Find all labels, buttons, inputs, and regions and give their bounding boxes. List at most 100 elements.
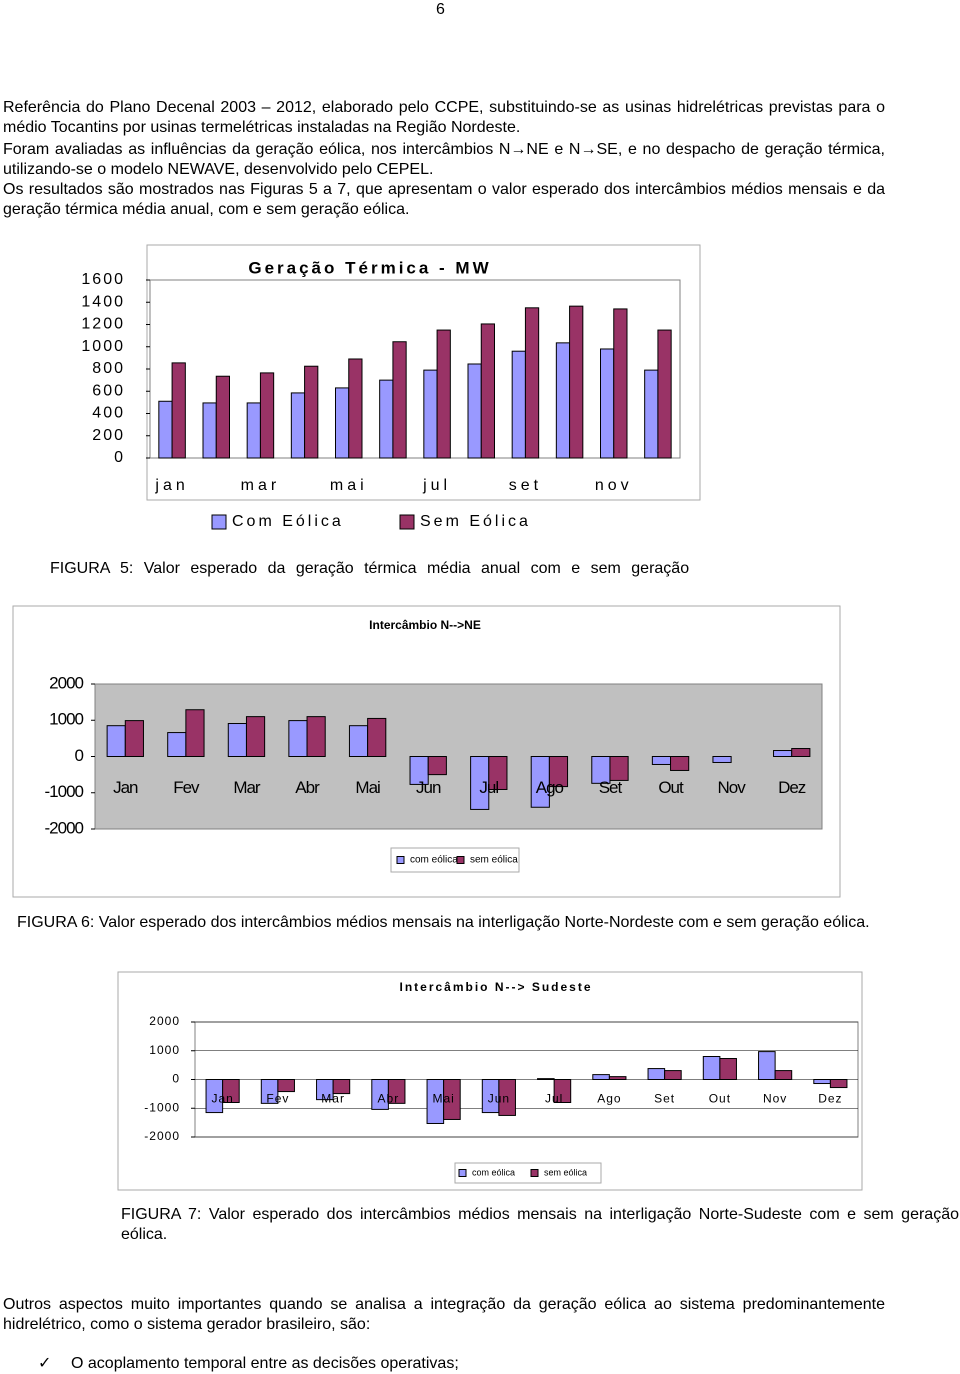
bar bbox=[480, 323, 495, 459]
x-tick-label: mai bbox=[330, 477, 368, 494]
legend-label: com eólica bbox=[472, 1167, 515, 1177]
chart-frame bbox=[117, 971, 863, 1191]
y-tick-label: 2000 bbox=[149, 1014, 180, 1028]
legend-label: sem eólica bbox=[544, 1167, 587, 1177]
x-tick-label: Abr bbox=[295, 778, 320, 797]
bar bbox=[158, 400, 173, 459]
x-tick-label: Abr bbox=[378, 1092, 400, 1106]
legend-swatch bbox=[399, 514, 415, 530]
bar bbox=[813, 1079, 831, 1085]
bar bbox=[387, 1079, 406, 1104]
legend-label: Com Eólica bbox=[232, 513, 344, 530]
legend-label: sem eólica bbox=[470, 855, 518, 866]
bar bbox=[537, 1078, 555, 1080]
bar bbox=[498, 1079, 516, 1116]
bar bbox=[488, 756, 508, 790]
x-tick-label: Mar bbox=[233, 778, 261, 797]
x-tick-label: Dez bbox=[778, 778, 806, 797]
y-tick-label: 600 bbox=[92, 382, 125, 399]
legend-swatch bbox=[396, 856, 405, 864]
bar bbox=[600, 348, 615, 459]
x-tick-label: Set bbox=[599, 778, 623, 797]
x-tick-label: Mar bbox=[321, 1092, 345, 1106]
bar bbox=[202, 402, 217, 459]
bar bbox=[664, 1070, 682, 1081]
y-tick-label: 1000 bbox=[149, 1043, 180, 1057]
bar bbox=[335, 387, 350, 459]
bar bbox=[569, 305, 584, 459]
caption: FIGURA 6: Valor esperado dos intercâmbio… bbox=[17, 914, 870, 931]
y-tick-label: -1000 bbox=[144, 1100, 180, 1114]
x-tick-label: Ago bbox=[536, 778, 564, 797]
x-tick-label: set bbox=[509, 477, 542, 494]
legend-label: com eólica bbox=[410, 855, 458, 866]
legend-box bbox=[454, 1162, 602, 1184]
chart-title: Intercâmbio N-->NE bbox=[369, 618, 481, 632]
legend-swatch bbox=[530, 1169, 539, 1177]
y-tick-label: -1000 bbox=[45, 782, 84, 801]
bar bbox=[392, 341, 407, 459]
bar bbox=[553, 1079, 572, 1103]
bar bbox=[436, 329, 451, 459]
bar bbox=[758, 1051, 776, 1081]
bar bbox=[555, 342, 571, 459]
bar bbox=[524, 307, 540, 459]
y-tick-label: 1200 bbox=[81, 316, 125, 333]
bar bbox=[467, 363, 482, 459]
x-tick-label: Fev bbox=[266, 1092, 289, 1106]
bar bbox=[423, 369, 438, 459]
bar bbox=[167, 732, 187, 758]
x-tick-label: Fev bbox=[173, 778, 200, 797]
bar bbox=[443, 1079, 461, 1120]
x-tick-label: jul bbox=[422, 477, 451, 494]
bar bbox=[592, 1074, 610, 1081]
bar bbox=[171, 362, 186, 459]
chart-title: Intercâmbio N--> Sudeste bbox=[399, 980, 592, 994]
x-tick-label: Dez bbox=[818, 1092, 842, 1106]
bar bbox=[379, 379, 394, 459]
bar bbox=[332, 1079, 351, 1095]
bar bbox=[367, 717, 387, 757]
bar bbox=[348, 725, 369, 757]
y-tick-label: 2000 bbox=[49, 673, 83, 692]
legend-swatch bbox=[458, 1169, 467, 1177]
x-tick-label: Mai bbox=[355, 778, 380, 797]
legend-label: Sem Eólica bbox=[420, 513, 531, 530]
x-tick-label: mar bbox=[241, 477, 281, 494]
y-tick-label: -2000 bbox=[45, 818, 84, 837]
bar bbox=[644, 369, 659, 459]
bar bbox=[647, 1068, 666, 1080]
paragraph: Foram avaliadas as influências da geraçã… bbox=[3, 141, 885, 178]
x-tick-label: jan bbox=[154, 477, 188, 494]
x-tick-label: Jul bbox=[545, 1092, 563, 1106]
bar bbox=[246, 402, 261, 459]
y-tick-label: 1600 bbox=[81, 271, 125, 288]
bar bbox=[185, 709, 205, 757]
chart-frame bbox=[12, 605, 841, 898]
bar bbox=[702, 1056, 721, 1080]
paragraph: Outros aspectos muito importantes quando… bbox=[3, 1296, 885, 1333]
bar bbox=[427, 756, 447, 776]
bar bbox=[511, 350, 526, 459]
legend-box bbox=[390, 847, 520, 873]
legend-swatch bbox=[211, 514, 227, 530]
x-tick-label: Nov bbox=[718, 778, 747, 797]
bar bbox=[719, 1058, 737, 1080]
bar bbox=[277, 1079, 295, 1093]
page-number: 6 bbox=[436, 1, 445, 18]
y-tick-label: 0 bbox=[75, 746, 84, 765]
x-tick-label: Set bbox=[654, 1092, 675, 1106]
bar bbox=[304, 365, 319, 459]
caption: FIGURA 7: Valor esperado dos intercâmbio… bbox=[121, 1206, 959, 1243]
bar bbox=[712, 756, 732, 763]
x-tick-label: Jan bbox=[211, 1092, 233, 1106]
plot-area bbox=[149, 279, 681, 459]
bar bbox=[791, 748, 811, 758]
bar bbox=[651, 756, 672, 765]
x-tick-label: Jun bbox=[416, 778, 441, 797]
bar bbox=[306, 716, 326, 757]
bar bbox=[106, 725, 126, 757]
paragraph: Os resultados são mostrados nas Figuras … bbox=[3, 181, 885, 218]
x-tick-label: Ago bbox=[597, 1092, 621, 1106]
bar bbox=[215, 375, 230, 459]
